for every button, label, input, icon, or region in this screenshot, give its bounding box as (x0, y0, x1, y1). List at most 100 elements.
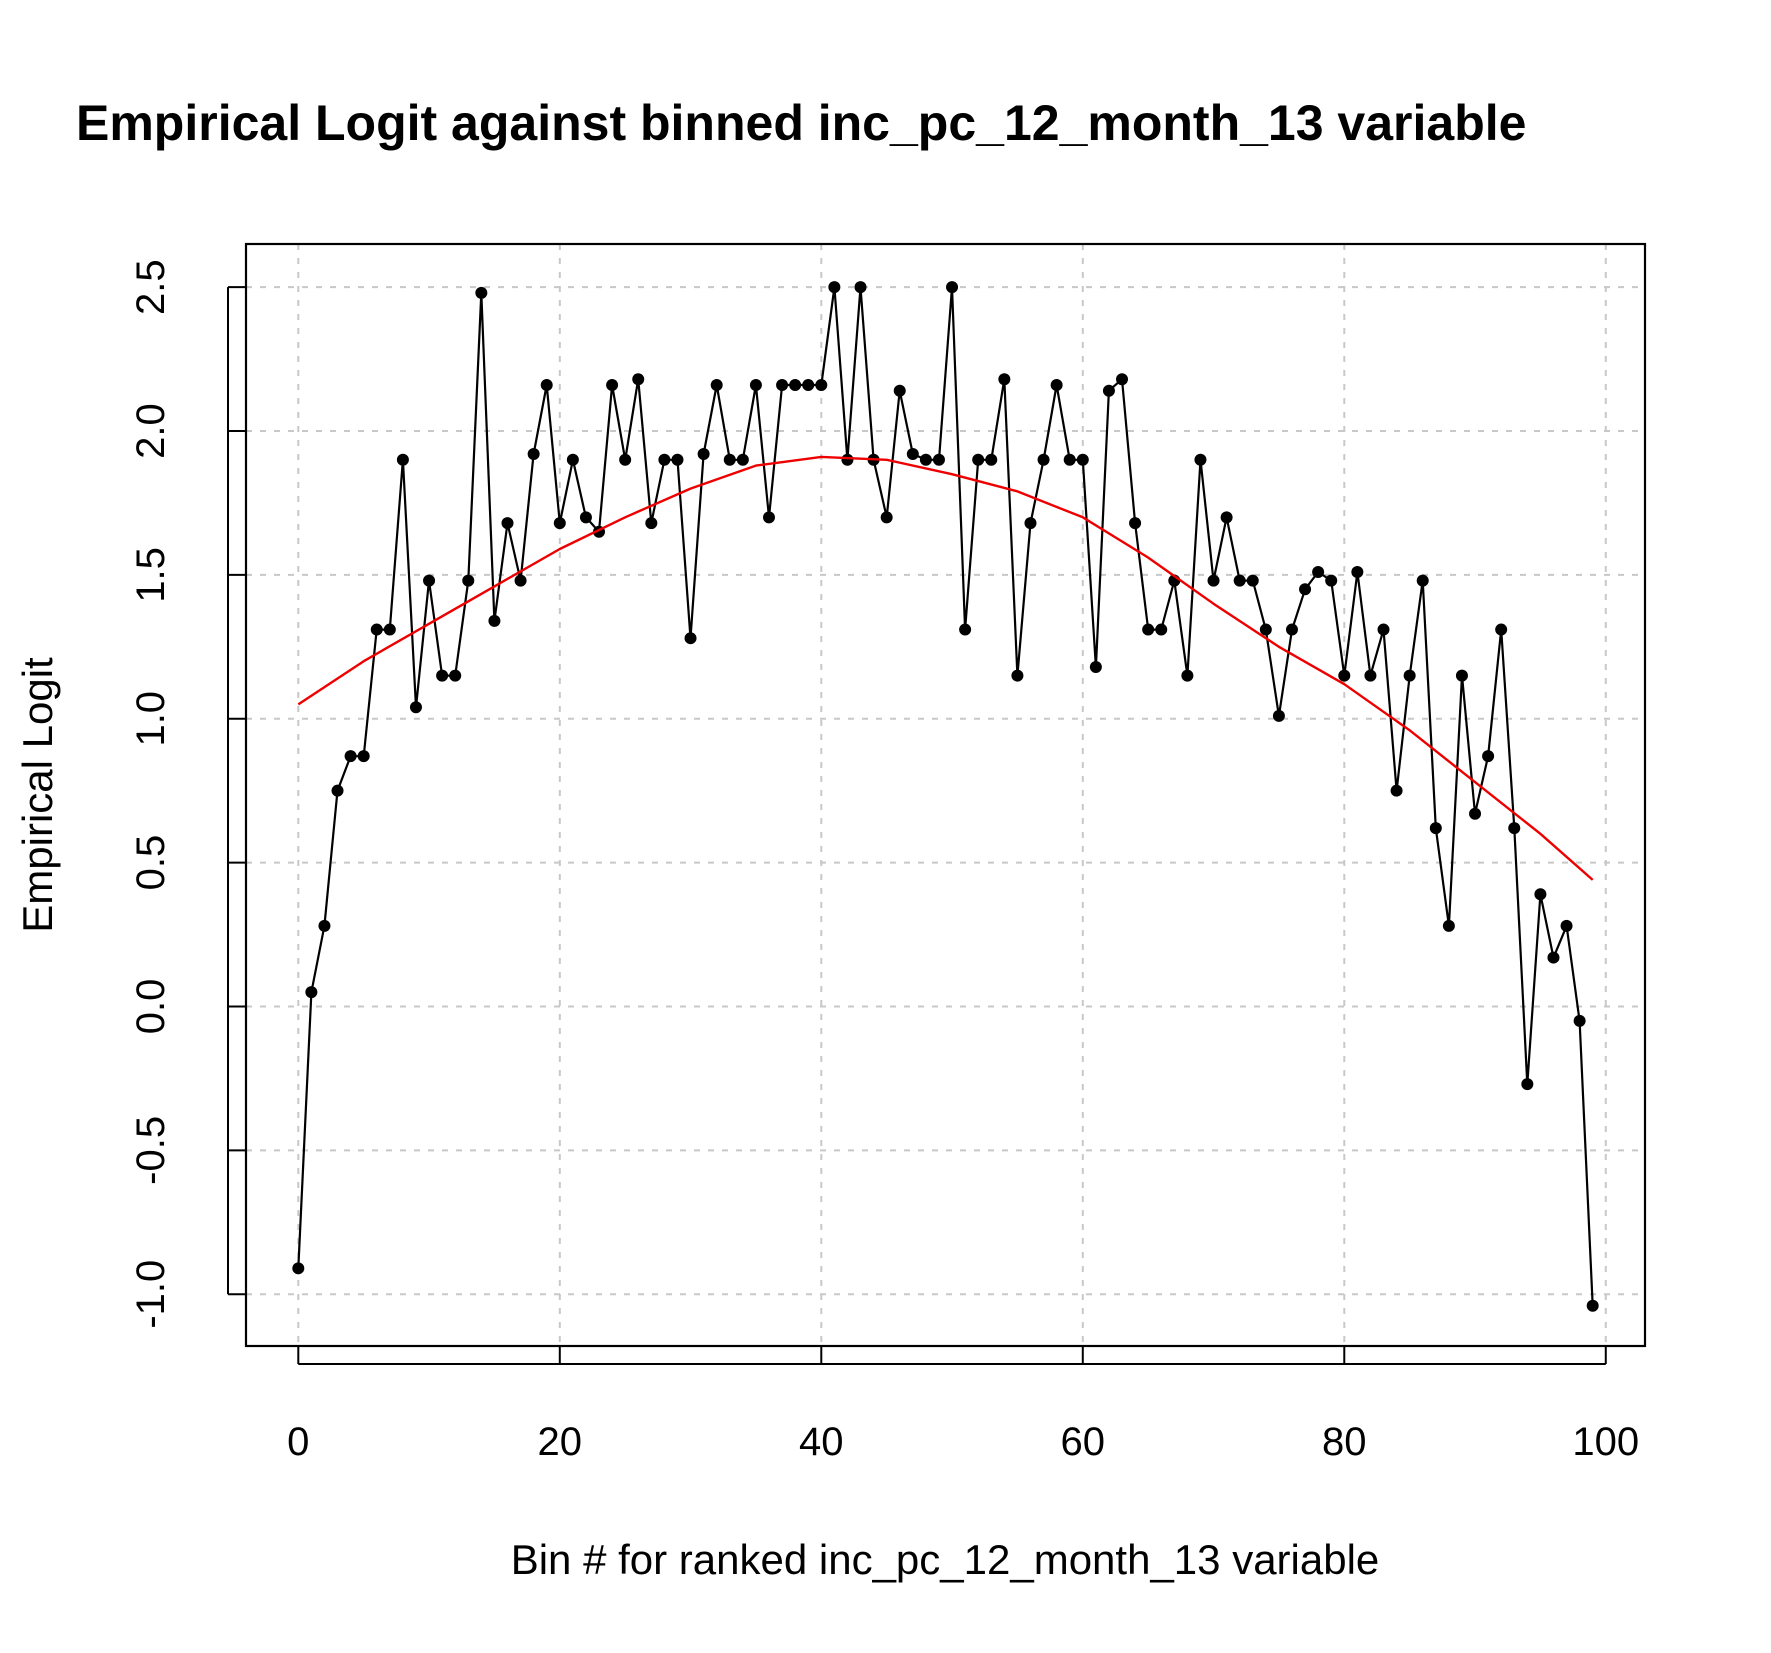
data-point (1285, 623, 1298, 636)
data-point (1508, 822, 1521, 835)
data-point (1129, 517, 1142, 530)
x-tick-label: 20 (538, 1420, 583, 1464)
data-point (1429, 822, 1442, 835)
data-point (1521, 1078, 1534, 1091)
data-point (1076, 453, 1089, 466)
data-point (1573, 1014, 1586, 1027)
y-tick-label: 0.5 (129, 835, 173, 891)
data-point (658, 453, 671, 466)
data-point (1194, 453, 1207, 466)
data-point (946, 281, 959, 294)
data-point (1259, 623, 1272, 636)
data-point (645, 517, 658, 530)
data-point (1534, 888, 1547, 901)
y-tick-label: -1.0 (129, 1260, 173, 1329)
data-point (1116, 373, 1129, 386)
data-point (1455, 669, 1468, 682)
x-tick-label: 0 (287, 1420, 309, 1464)
empirical-logit-line (297, 286, 1594, 1306)
data-point (1495, 623, 1508, 636)
data-point (1063, 453, 1076, 466)
data-point (1442, 919, 1455, 932)
data-point (1469, 807, 1482, 820)
data-point (749, 378, 762, 391)
data-point (736, 453, 749, 466)
x-tick-label: 40 (799, 1420, 844, 1464)
data-point (1142, 623, 1155, 636)
data-point (370, 623, 383, 636)
x-tick-label: 80 (1322, 1420, 1367, 1464)
data-point (409, 701, 422, 714)
data-point (919, 453, 932, 466)
data-point (1586, 1299, 1599, 1312)
data-point (1220, 511, 1233, 524)
data-point (789, 378, 802, 391)
data-point (579, 511, 592, 524)
x-tick-label: 100 (1572, 1420, 1639, 1464)
data-point (762, 511, 775, 524)
data-point (1351, 566, 1364, 579)
data-point (619, 453, 632, 466)
data-point (671, 453, 684, 466)
data-point (292, 1262, 305, 1275)
data-point (1312, 566, 1325, 579)
data-point (1207, 574, 1220, 587)
data-point (1377, 623, 1390, 636)
data-point (566, 453, 579, 466)
y-tick-label: 1.5 (129, 547, 173, 603)
series-layer (292, 281, 1599, 1312)
x-axis: 0 20 40 60 80 100 (287, 1346, 1639, 1464)
data-point (880, 511, 893, 524)
data-point (1482, 750, 1495, 763)
data-point (501, 517, 514, 530)
data-point (1011, 669, 1024, 682)
data-point (893, 384, 906, 397)
data-point (697, 448, 710, 461)
data-point (1024, 517, 1037, 530)
data-point (357, 750, 370, 763)
data-point (488, 614, 501, 627)
data-point (318, 919, 331, 932)
chart-title: Empirical Logit against binned inc_pc_12… (76, 95, 1526, 151)
y-tick-label: 2.5 (129, 259, 173, 315)
y-axis-label: Empirical Logit (14, 657, 61, 933)
data-point (1325, 574, 1338, 587)
data-point (998, 373, 1011, 386)
data-point (802, 378, 815, 391)
data-point (514, 574, 527, 587)
data-point (632, 373, 645, 386)
data-point (305, 986, 318, 999)
data-point (1272, 709, 1285, 722)
data-point (841, 453, 854, 466)
data-point (1403, 669, 1416, 682)
y-axis: -1.0 -0.5 0.0 0.5 1.0 1.5 2.0 2.5 (129, 259, 246, 1329)
data-point (527, 448, 540, 461)
data-point (1181, 669, 1194, 682)
data-point (972, 453, 985, 466)
data-point (344, 750, 357, 763)
data-point (396, 453, 409, 466)
data-point (710, 378, 723, 391)
y-tick-label: 2.0 (129, 403, 173, 459)
plot-frame (244, 242, 1647, 1348)
data-point (553, 517, 566, 530)
data-point (1050, 378, 1063, 391)
data-point (1338, 669, 1351, 682)
data-point (383, 623, 396, 636)
data-point (475, 286, 488, 299)
data-point (932, 453, 945, 466)
data-point (959, 623, 972, 636)
smoothed-fit-line (297, 455, 1594, 881)
data-point (1547, 951, 1560, 964)
data-point (854, 281, 867, 294)
data-point (1037, 453, 1050, 466)
x-tick-label: 60 (1061, 1420, 1106, 1464)
data-point (1560, 919, 1573, 932)
y-tick-label: 1.0 (129, 691, 173, 747)
data-point (423, 574, 436, 587)
data-point (1102, 384, 1115, 397)
grid (246, 244, 1645, 1346)
data-point (1246, 574, 1259, 587)
